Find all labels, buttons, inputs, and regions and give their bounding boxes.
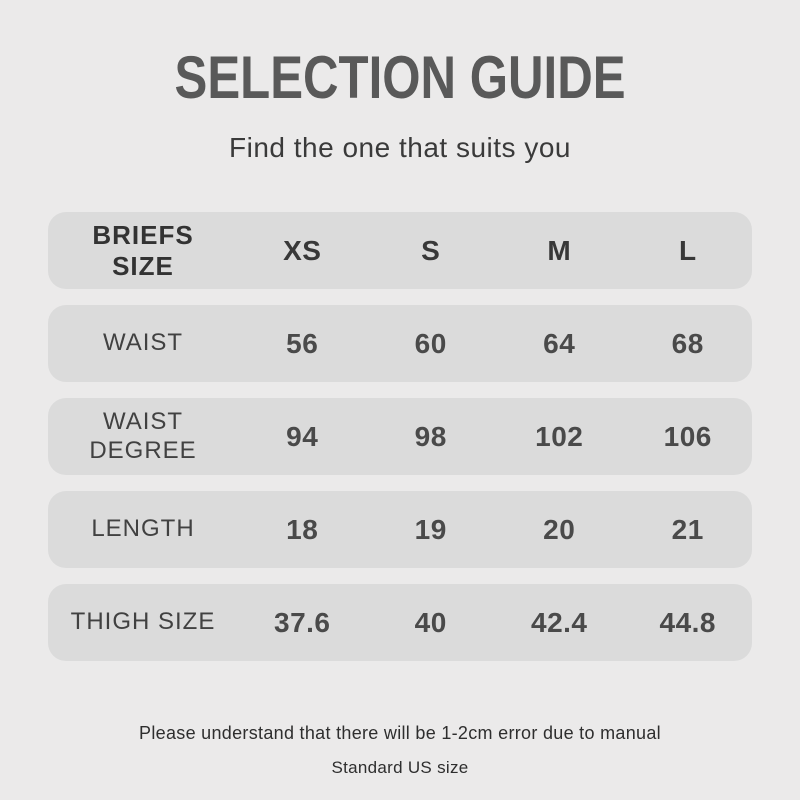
table-cell: 64 (543, 327, 576, 359)
table-cell: 19 (414, 513, 447, 545)
table-cell: 98 (414, 420, 447, 452)
page-subtitle: Find the one that suits you (229, 132, 571, 163)
table-cell: 106 (663, 420, 712, 452)
header-cell-briefs-size: BRIEFS SIZE (92, 219, 194, 281)
row-label: THIGH SIZE (70, 608, 216, 636)
table-cell: 68 (671, 327, 704, 359)
table-cell: 44.8 (659, 606, 716, 638)
table-cell: 37.6 (274, 606, 331, 638)
footnote-line2: Standard US size (331, 757, 469, 777)
table-row-thigh-size: THIGH SIZE 37.6 40 42.4 44.8 (48, 584, 752, 662)
table-cell: 56 (286, 327, 319, 359)
row-label: WAIST (102, 329, 184, 357)
table-cell: 60 (414, 327, 447, 359)
page-title: SELECTION GUIDE (174, 44, 626, 111)
table-cell: 18 (286, 513, 319, 545)
table-row-length: LENGTH 18 19 20 21 (48, 491, 752, 569)
table-cell: 20 (543, 513, 576, 545)
header-cell-xs: XS (283, 234, 322, 266)
footnote-line1: Please understand that there will be 1-2… (139, 723, 661, 744)
footnote: Please understand that there will be 1-2… (139, 723, 661, 778)
header-cell-l: L (678, 234, 697, 266)
size-table-header-row: BRIEFS SIZE XS S M L (48, 212, 752, 290)
header-cell-s: S (421, 234, 441, 266)
size-table: BRIEFS SIZE XS S M L WAIST 56 60 64 68 W… (48, 212, 752, 677)
row-label: LENGTH (91, 515, 195, 543)
table-cell: 21 (671, 513, 704, 545)
table-cell: 40 (414, 606, 447, 638)
table-row-waist: WAIST 56 60 64 68 (48, 305, 752, 383)
table-row-waist-degree: WAIST DEGREE 94 98 102 106 (48, 398, 752, 476)
table-cell: 42.4 (531, 606, 588, 638)
row-label: WAIST DEGREE (89, 407, 197, 464)
header-cell-m: M (547, 234, 572, 266)
table-cell: 102 (535, 420, 584, 452)
table-cell: 94 (286, 420, 319, 452)
